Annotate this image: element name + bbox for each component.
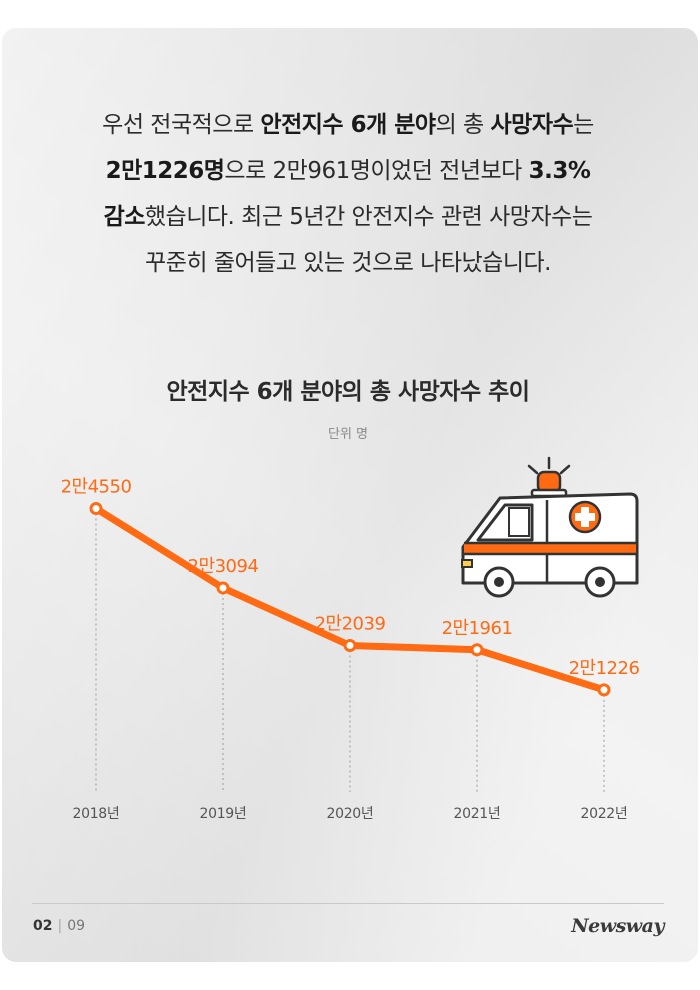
data-point bbox=[343, 639, 357, 653]
ambulance-icon bbox=[461, 456, 639, 598]
summary-text: 했습니다. 최근 5년간 안전지수 관련 사망자수는 bbox=[144, 204, 593, 230]
x-tick-label: 2020년 bbox=[326, 806, 373, 822]
data-label: 2만2039 bbox=[315, 614, 386, 635]
current-page: 02 bbox=[33, 918, 53, 934]
summary-text: 꾸준히 줄어들고 있는 것으로 나타났습니다. bbox=[145, 250, 551, 276]
x-tick-label: 2021년 bbox=[453, 806, 500, 822]
summary-emphasis: 사망자수 bbox=[490, 112, 574, 138]
x-tick-label: 2019년 bbox=[199, 806, 246, 822]
x-tick-label: 2018년 bbox=[72, 806, 119, 822]
data-label: 2만1226 bbox=[569, 658, 640, 679]
total-pages: 09 bbox=[67, 918, 86, 934]
data-label: 2만3094 bbox=[188, 556, 259, 577]
data-label: 2만4550 bbox=[61, 477, 132, 498]
summary-emphasis: 2만1226명 bbox=[105, 158, 225, 184]
data-point bbox=[597, 683, 611, 697]
data-point bbox=[216, 581, 230, 595]
summary-text: 의 총 bbox=[435, 112, 491, 138]
summary-text: 는 bbox=[573, 112, 594, 138]
summary-text: 으로 2만961명이었던 전년보다 bbox=[224, 158, 529, 184]
data-label: 2만1961 bbox=[442, 618, 513, 639]
summary-emphasis: 3.3% bbox=[528, 158, 591, 184]
page-separator: | bbox=[57, 918, 63, 934]
page-indicator: 02 | 09 bbox=[33, 918, 85, 934]
footer-divider bbox=[32, 903, 664, 904]
data-point bbox=[470, 643, 484, 657]
summary-text: 우선 전국적으로 bbox=[102, 112, 261, 138]
chart-unit: 단위 명 bbox=[327, 427, 368, 442]
summary-paragraph: 우선 전국적으로 안전지수 6개 분야의 총 사망자수는 2만1226명으로 2… bbox=[40, 102, 656, 286]
brand-logo: Newsway bbox=[571, 915, 664, 937]
summary-emphasis: 감소 bbox=[103, 204, 146, 230]
summary-emphasis: 안전지수 6개 분야 bbox=[260, 112, 436, 138]
data-point bbox=[89, 502, 103, 516]
chart-title: 안전지수 6개 분야의 총 사망자수 추이 bbox=[166, 379, 530, 405]
x-tick-label: 2022년 bbox=[580, 806, 627, 822]
